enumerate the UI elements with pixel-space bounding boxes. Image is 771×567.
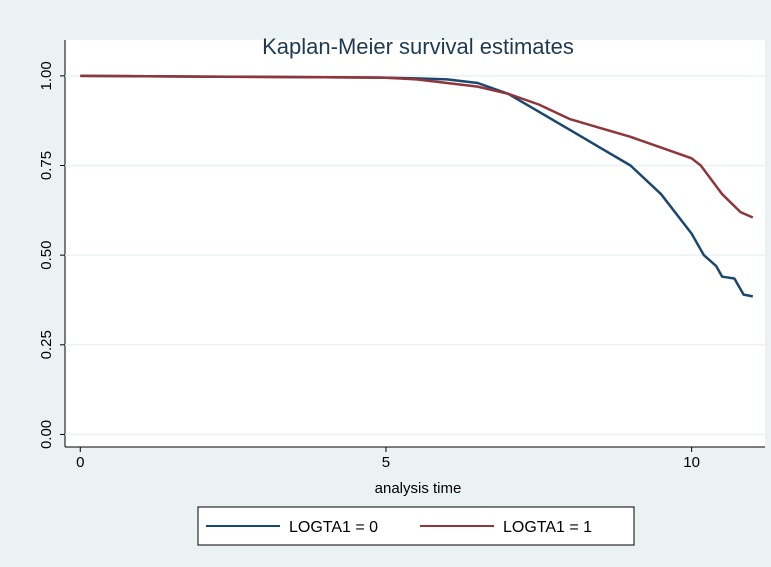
y-tick-label: 0.00 <box>38 420 55 449</box>
x-tick-label: 5 <box>382 454 390 471</box>
x-tick-label: 10 <box>683 454 700 471</box>
legend-label: LOGTA1 = 0 <box>289 519 378 536</box>
x-axis-label: analysis time <box>375 480 462 497</box>
y-tick-label: 0.25 <box>38 330 55 359</box>
survival-line <box>80 74 754 219</box>
chart-title: Kaplan-Meier survival estimates <box>262 34 574 59</box>
y-tick-label: 0.75 <box>38 151 55 180</box>
legend-label: LOGTA1 = 1 <box>503 519 592 536</box>
x-tick-label: 0 <box>76 454 84 471</box>
y-tick-label: 1.00 <box>38 61 55 90</box>
plot-area <box>65 40 765 447</box>
y-tick-label: 0.50 <box>38 241 55 270</box>
